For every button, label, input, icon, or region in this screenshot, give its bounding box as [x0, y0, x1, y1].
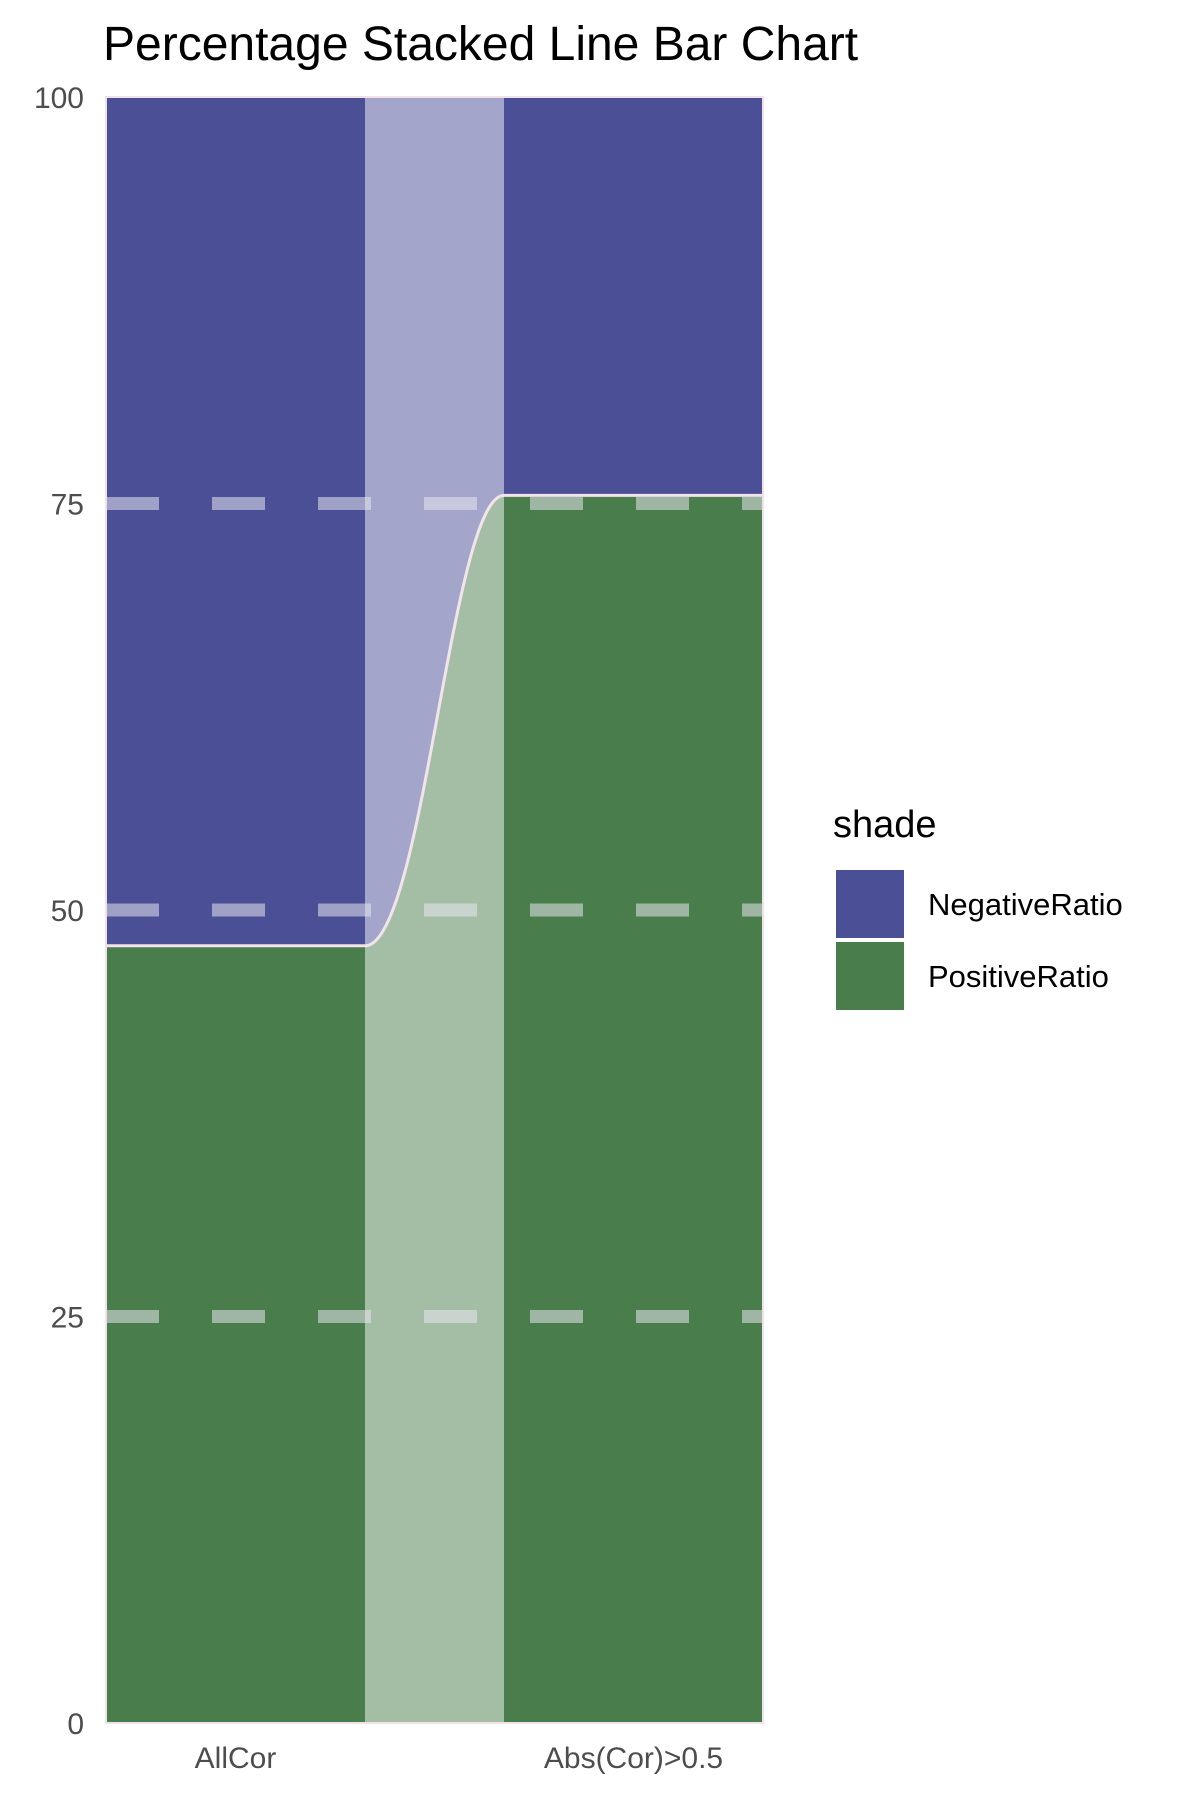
connector-band-positive [365, 495, 504, 1723]
y-tick-label: 0 [67, 1708, 84, 1741]
y-axis-ticks: 0 25 50 75 100 [34, 82, 84, 1741]
legend-items: NegativeRatio PositiveRatio [836, 870, 1123, 1010]
x-tick-label: Abs(Cor)>0.5 [544, 1742, 723, 1775]
x-axis-ticks: AllCor Abs(Cor)>0.5 [195, 1742, 723, 1775]
x-tick-label: AllCor [195, 1742, 277, 1775]
legend-swatch [836, 870, 904, 938]
bar-negative-0 [106, 97, 365, 946]
legend-title: shade [833, 804, 937, 846]
legend-label: PositiveRatio [928, 959, 1109, 994]
legend-label: NegativeRatio [928, 887, 1123, 922]
y-tick-label: 25 [51, 1302, 84, 1335]
y-tick-label: 75 [51, 489, 84, 522]
legend: shade NegativeRatio PositiveRatio [833, 804, 1123, 1010]
bar-negative-1 [504, 97, 763, 496]
connector-line [106, 493, 763, 948]
bar-positive-0 [106, 945, 365, 1723]
plot-area [105, 96, 764, 1724]
y-tick-label: 100 [34, 82, 84, 115]
chart-title: Percentage Stacked Line Bar Chart [103, 18, 858, 71]
connector-band-negative [365, 97, 504, 946]
bar-positive-1 [504, 495, 763, 1723]
legend-swatch [836, 942, 904, 1010]
y-tick-label: 50 [51, 895, 84, 928]
plot-border [105, 96, 764, 1724]
